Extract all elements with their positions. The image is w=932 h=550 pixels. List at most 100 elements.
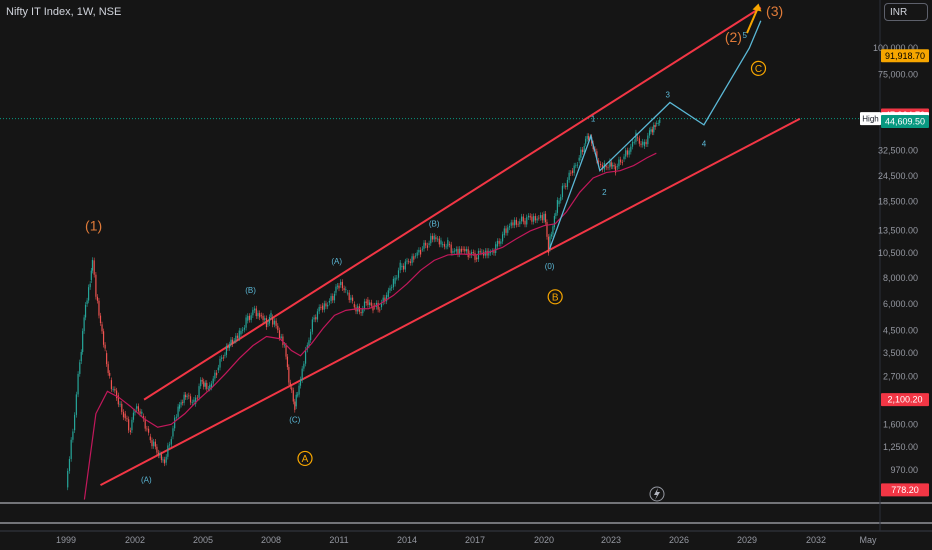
candle-body (348, 292, 350, 300)
candle-body (330, 296, 332, 301)
candle-body (182, 402, 184, 404)
candle-body (503, 228, 505, 236)
candle-body (288, 367, 290, 383)
candle-body (280, 336, 282, 339)
candle-body (304, 349, 307, 364)
time-tick-label: 1999 (56, 535, 76, 545)
candle-body (544, 213, 547, 223)
candle-body (91, 259, 94, 271)
candle-body (82, 331, 84, 352)
candle-body (74, 414, 76, 431)
wave-label: (2) (725, 29, 742, 45)
candle-body (623, 156, 625, 160)
candle-body (481, 251, 483, 253)
candle-body (620, 159, 622, 163)
candle-body (306, 345, 308, 350)
candle-body (221, 357, 223, 359)
candle-body (425, 242, 427, 246)
price-tick-label: 1,250.00 (883, 442, 918, 452)
candle-body (196, 397, 198, 399)
candle-body (552, 226, 554, 235)
candle-body (372, 305, 374, 311)
candle-body (224, 354, 226, 356)
candle-body (538, 217, 540, 219)
candle-body (253, 308, 256, 311)
wave-circle (297, 450, 313, 467)
candle-body (413, 256, 415, 260)
candle-body (409, 261, 411, 263)
candle-body (507, 227, 509, 233)
candle-body (180, 402, 182, 405)
candle-body (177, 406, 179, 417)
candle-body (493, 250, 495, 253)
candle-body (561, 185, 564, 197)
candle-body (212, 378, 214, 384)
candle-body (452, 251, 454, 253)
time-tick-label: 2008 (261, 535, 281, 545)
candle-body (621, 162, 623, 164)
price-tick-label: 13,500.00 (878, 225, 918, 235)
candle-body (495, 244, 497, 253)
wave-label: (1) (85, 218, 102, 234)
candle-body (214, 372, 216, 379)
candle-body (450, 244, 452, 253)
price-marker (881, 49, 929, 63)
candle-body (315, 317, 317, 320)
candle-body (131, 419, 133, 431)
candle-body (151, 440, 153, 447)
candle-body (403, 265, 405, 270)
price-marker-label: 2,100.20 (887, 395, 922, 405)
currency-selector[interactable]: INR (884, 3, 928, 21)
candle-body (599, 163, 602, 165)
candle-body (195, 397, 197, 405)
wave-label: (0) (545, 262, 555, 271)
candle-body (104, 344, 106, 349)
candle-body (645, 141, 647, 145)
candle-body (462, 248, 464, 250)
candle-body (631, 141, 634, 147)
candle-body (284, 344, 286, 346)
candle-body (435, 237, 437, 240)
candle-body (345, 289, 347, 291)
candle-body (188, 395, 190, 397)
candle-body (219, 358, 221, 368)
candle-body (89, 283, 91, 288)
candle-body (236, 335, 239, 339)
price-tick-label: 100,000.00 (873, 43, 918, 53)
candle-body (178, 404, 181, 409)
channel-line (143, 6, 762, 401)
candle-body (67, 470, 69, 488)
candle-body (338, 285, 340, 289)
price-marker-label: 778.20 (891, 485, 919, 495)
candle-body (512, 222, 514, 226)
candle-body (520, 216, 523, 222)
wave-label: 4 (702, 139, 707, 148)
candle-body (502, 234, 504, 242)
candle-body (109, 372, 111, 376)
candle-body (534, 216, 536, 221)
candle-body (508, 226, 511, 228)
candle-body (124, 413, 126, 419)
candle-body (240, 330, 242, 335)
candle-body (625, 150, 627, 157)
time-tick-label: 2020 (534, 535, 554, 545)
price-tick-label: 4,500.00 (883, 325, 918, 335)
time-tick-label: 2002 (125, 535, 145, 545)
candle-body (445, 246, 447, 248)
candle-body (230, 339, 232, 345)
candle-body (167, 445, 169, 457)
candle-body (255, 308, 257, 317)
candle-body (193, 399, 195, 403)
candle-body (341, 281, 343, 289)
price-marker (881, 483, 929, 497)
candle-body (323, 303, 325, 310)
candle-body (101, 324, 103, 332)
candle-body (119, 403, 121, 405)
candle-body (122, 411, 125, 418)
candle-body (247, 315, 249, 321)
candle-body (416, 252, 418, 256)
price-marker-label: 44,609.50 (885, 117, 925, 127)
candle-body (362, 308, 364, 314)
candle-body (570, 172, 572, 174)
